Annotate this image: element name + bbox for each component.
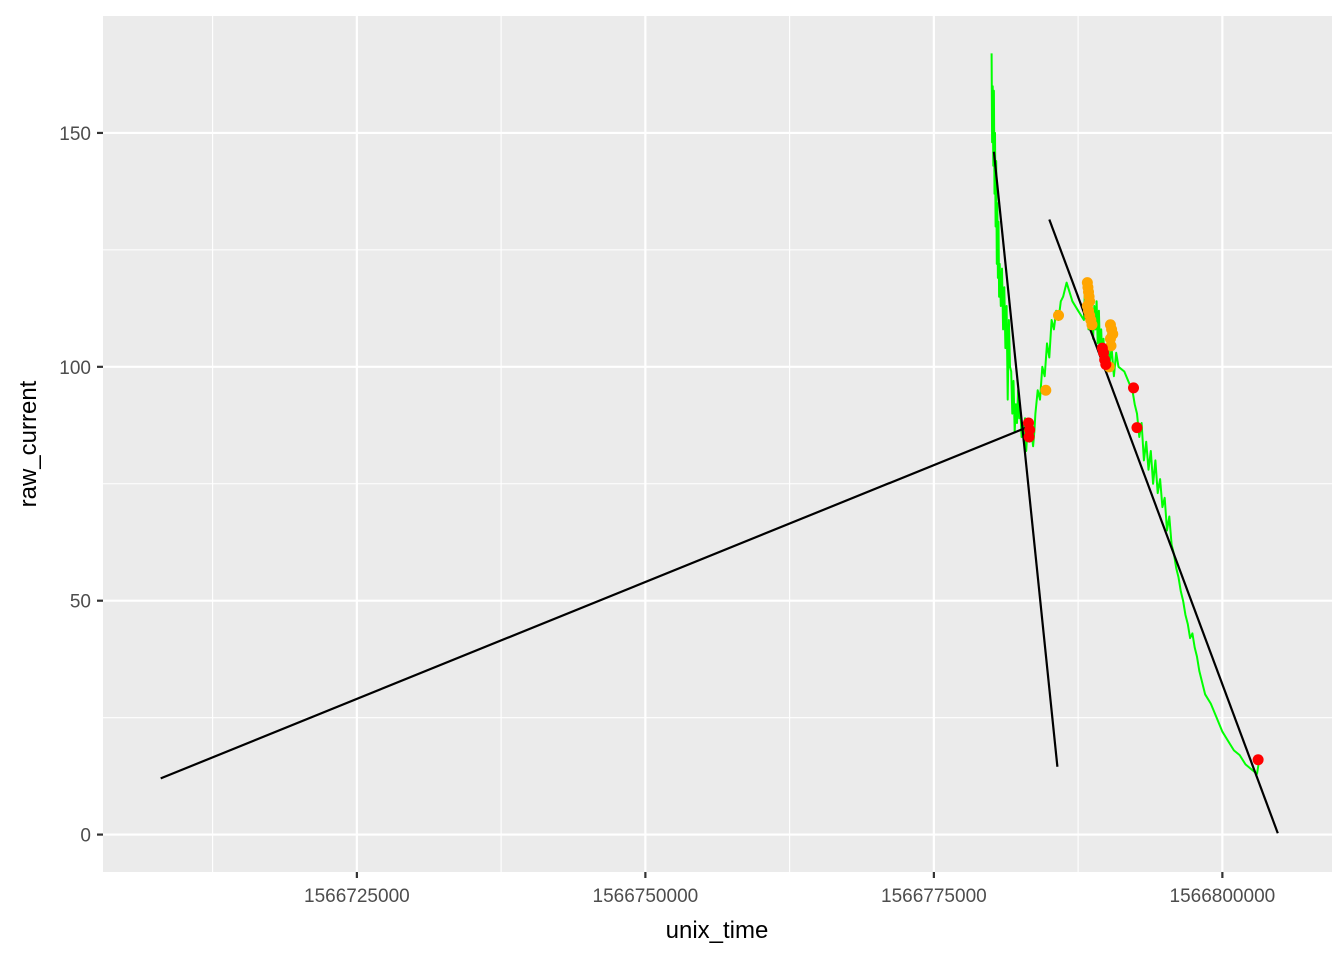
orange-point [1053, 309, 1065, 321]
red-point [1100, 358, 1112, 370]
major-gridlines [103, 16, 1332, 872]
y-axis-title: raw_current [15, 380, 42, 507]
x-tick-label: 1566775000 [881, 886, 987, 907]
orange-point [1040, 384, 1052, 396]
y-tick-label: 150 [59, 124, 91, 145]
x-tick-label: 1566750000 [593, 886, 699, 907]
fit-line [160, 424, 1033, 780]
y-tick-label: 100 [59, 358, 91, 379]
y-tick-label: 0 [80, 826, 91, 847]
series-layer [160, 53, 1279, 834]
orange-point [1086, 319, 1098, 331]
red-point [1128, 382, 1140, 394]
panel-background [103, 16, 1332, 872]
y-tick-label: 50 [70, 592, 91, 613]
red-point [1252, 754, 1264, 766]
axes: 1566725000 1566750000 1566775000 1566800000… [59, 124, 1275, 907]
x-axis-title: unix_time [666, 917, 769, 944]
red-point [1131, 422, 1143, 434]
red-point [1023, 431, 1035, 443]
x-tick-label: 1566725000 [304, 886, 410, 907]
fit-line [992, 151, 1059, 767]
x-tick-label: 1566800000 [1170, 886, 1276, 907]
orange-point [1104, 333, 1116, 345]
